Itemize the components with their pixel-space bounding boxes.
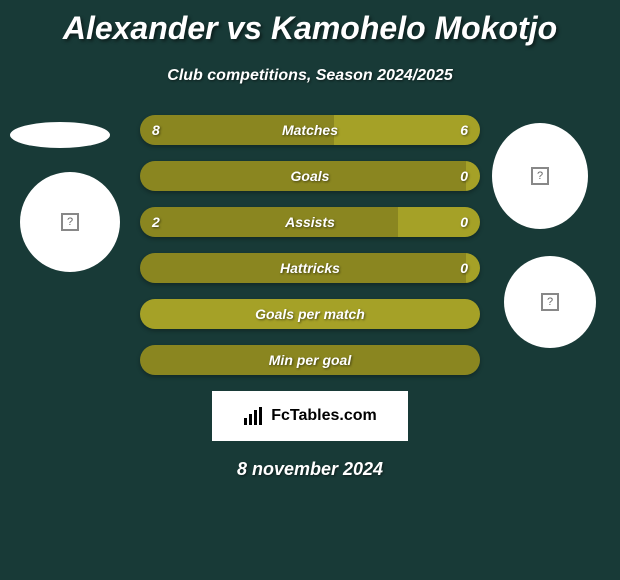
stat-value-left: 8 xyxy=(152,122,160,138)
stat-row: 8 6 Matches xyxy=(140,115,480,145)
stat-label: Assists xyxy=(285,214,335,230)
footer-brand-box[interactable]: FcTables.com xyxy=(212,391,408,441)
placeholder-icon: ? xyxy=(61,213,79,231)
stat-row: Min per goal xyxy=(140,345,480,375)
stat-value-right: 0 xyxy=(460,168,468,184)
stat-label: Goals xyxy=(291,168,330,184)
placeholder-icon: ? xyxy=(531,167,549,185)
stat-row: Goals per match xyxy=(140,299,480,329)
stat-label: Hattricks xyxy=(280,260,340,276)
chart-icon xyxy=(243,406,263,426)
stat-label: Matches xyxy=(282,122,338,138)
stat-row: 2 0 Assists xyxy=(140,207,480,237)
placeholder-icon: ? xyxy=(541,293,559,311)
footer-brand-text: FcTables.com xyxy=(271,407,377,425)
stat-bar-left: 2 xyxy=(140,207,398,237)
stats-container: 8 6 Matches 0 Goals 2 0 Assists 0 Hattricks Goals … xyxy=(140,115,480,375)
page-title: Alexander vs Kamohelo Mokotjo xyxy=(0,0,620,47)
stat-value-right: 0 xyxy=(460,214,468,230)
player-circle-right-bottom: ? xyxy=(504,256,596,348)
page-subtitle: Club competitions, Season 2024/2025 xyxy=(0,67,620,85)
stat-row: 0 Goals xyxy=(140,161,480,191)
stat-bar-right: 0 xyxy=(398,207,480,237)
stat-bar-right: 0 xyxy=(466,253,480,283)
stat-value-left: 2 xyxy=(152,214,160,230)
stat-bar-right: 6 xyxy=(334,115,480,145)
stat-value-right: 0 xyxy=(460,260,468,276)
stat-label: Min per goal xyxy=(269,352,351,368)
player-circle-right-top: ? xyxy=(492,123,588,229)
stat-label: Goals per match xyxy=(255,306,365,322)
player-oval-left xyxy=(10,122,110,148)
footer-date: 8 november 2024 xyxy=(0,459,620,480)
stat-row: 0 Hattricks xyxy=(140,253,480,283)
stat-bar-right: 0 xyxy=(466,161,480,191)
player-circle-left: ? xyxy=(20,172,120,272)
stat-value-right: 6 xyxy=(460,122,468,138)
